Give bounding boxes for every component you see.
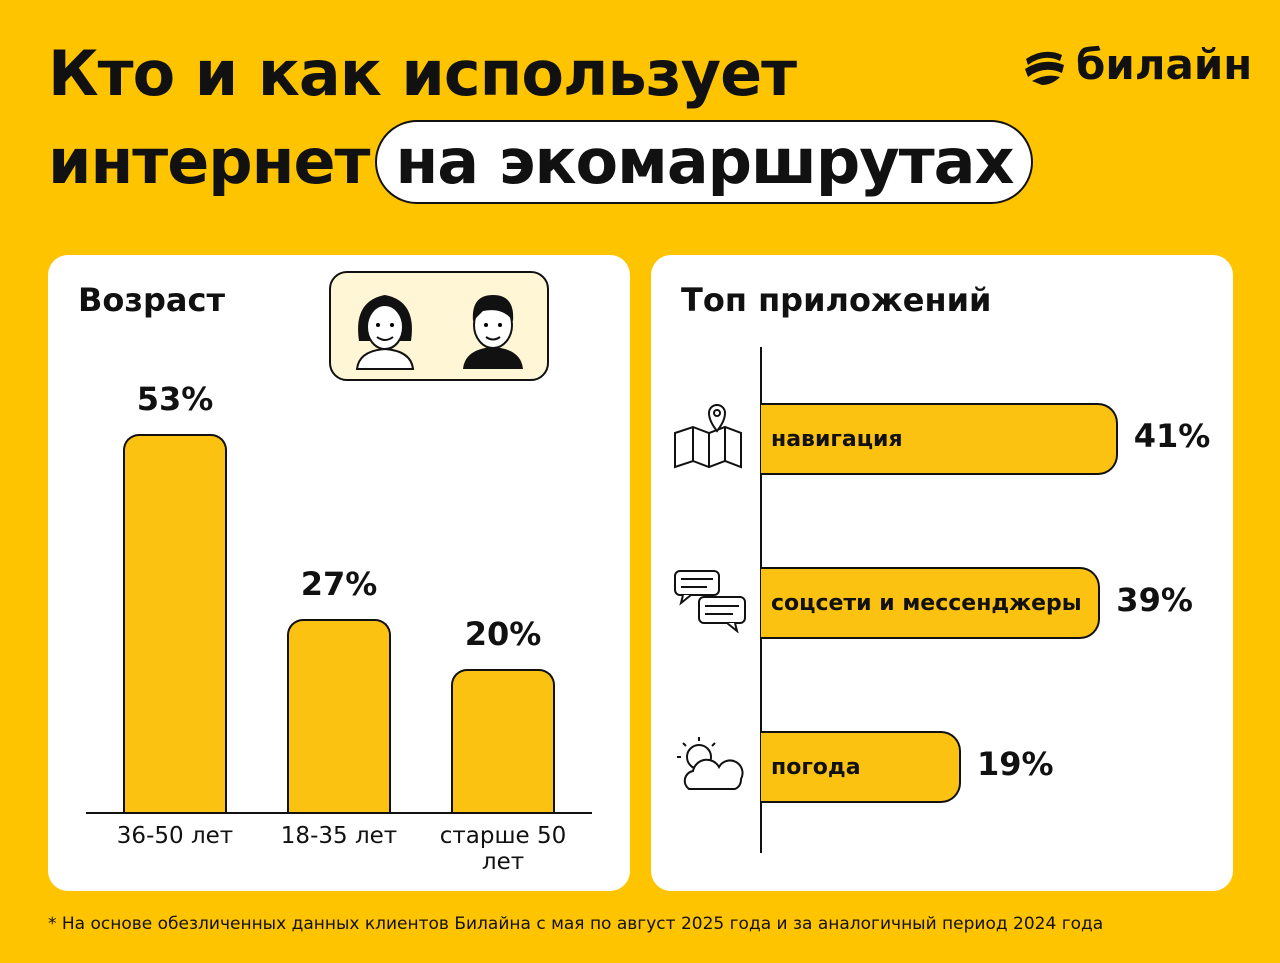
app-value-label: 19% xyxy=(977,745,1054,783)
age-category-label: 18-35 лет xyxy=(280,823,398,849)
age-value-label: 20% xyxy=(464,615,542,654)
age-category-label: старше 50 лет xyxy=(439,823,567,875)
age-bar xyxy=(123,434,227,812)
footnote: * На основе обезличенных данных клиентов… xyxy=(48,914,1104,934)
app-bar: навигация xyxy=(761,403,1118,475)
age-value-label: 27% xyxy=(300,565,378,604)
page-title: Кто и как использует интернет на экомаршр… xyxy=(48,30,1034,206)
chat-bubbles-icon xyxy=(669,567,749,637)
age-bar xyxy=(287,619,391,812)
man-avatar-icon xyxy=(463,295,523,369)
age-category-label: 36-50 лет xyxy=(116,823,234,849)
brand-logo: билайн xyxy=(1022,40,1252,89)
age-panel: Возраст 53% 36-50 лет 27% 18-35 лет 20% … xyxy=(48,255,630,891)
title-line-2: интернет xyxy=(48,125,370,198)
age-title: Возраст xyxy=(78,281,225,319)
app-category-label: навигация xyxy=(771,426,903,452)
app-bar: погода xyxy=(761,731,961,803)
woman-avatar-icon xyxy=(355,295,415,370)
apps-title: Топ приложений xyxy=(681,281,992,319)
title-line-1: Кто и как использует xyxy=(48,37,797,110)
avatars-box xyxy=(329,271,549,381)
age-value-label: 53% xyxy=(136,380,214,419)
map-pin-icon xyxy=(669,403,749,473)
title-highlight: на экомаршрутах xyxy=(375,120,1034,204)
sun-cloud-icon xyxy=(669,731,749,801)
apps-panel: Топ приложений навигация 41% соцсети и м… xyxy=(651,255,1233,891)
age-bar xyxy=(451,669,555,812)
brand-name: билайн xyxy=(1076,40,1253,89)
x-axis-baseline xyxy=(86,812,592,814)
app-bar: соцсети и мессенджеры xyxy=(761,567,1101,639)
app-category-label: соцсети и мессенджеры xyxy=(771,590,1082,616)
beeline-stripe-ball-icon xyxy=(1024,44,1064,85)
app-value-label: 39% xyxy=(1116,581,1193,619)
app-value-label: 41% xyxy=(1133,417,1211,455)
app-category-label: погода xyxy=(771,754,861,780)
